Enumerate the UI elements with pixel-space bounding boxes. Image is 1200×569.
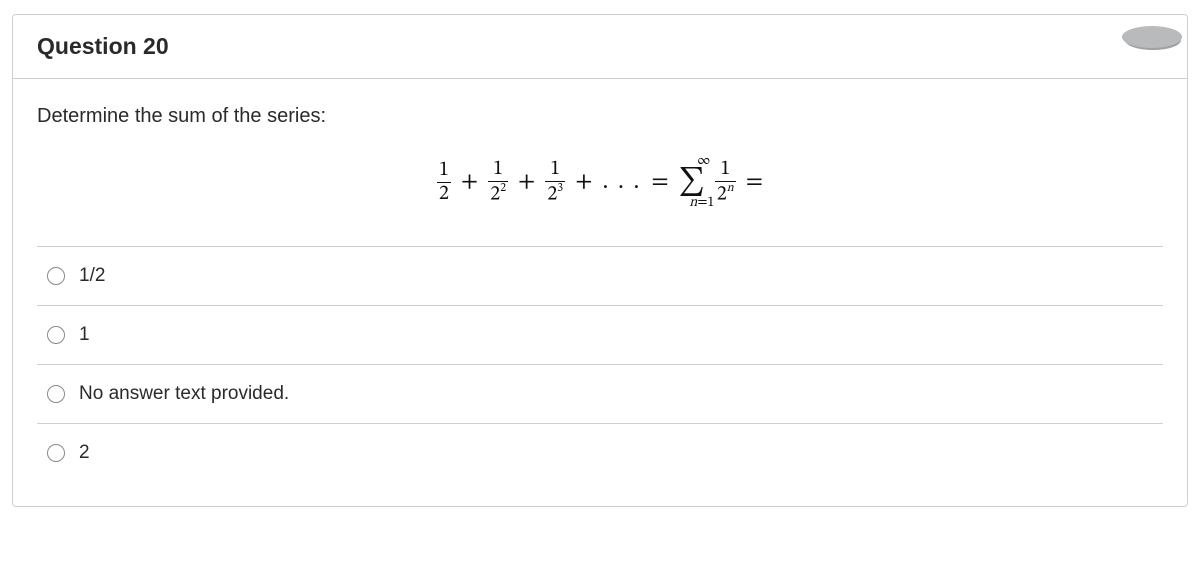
options-list: 1/2 1 No answer text provided. 2 [37, 246, 1163, 482]
radio-icon[interactable] [47, 326, 65, 344]
term-3: 1 23 [545, 159, 565, 206]
question-body: Determine the sum of the series: 1 2 + 1… [13, 79, 1187, 506]
radio-icon[interactable] [47, 385, 65, 403]
radio-icon[interactable] [47, 267, 65, 285]
term-2: 1 22 [488, 159, 508, 206]
option-label: 2 [79, 442, 90, 464]
plus-2: + [518, 170, 535, 194]
equals-2: = [746, 170, 763, 194]
option-label: 1 [79, 324, 90, 346]
plus-1: + [461, 170, 478, 194]
option-label: 1/2 [79, 265, 105, 287]
ellipsis: . . . [602, 170, 641, 194]
option-2[interactable]: 1 [37, 305, 1163, 364]
option-label: No answer text provided. [79, 383, 289, 405]
series-formula: 1 2 + 1 22 + 1 23 + . . . = ∞ ∑ [37, 154, 1163, 232]
question-prompt: Determine the sum of the series: [37, 105, 1163, 128]
rhs-term: 1 2n [715, 159, 736, 206]
question-title: Question 20 [37, 33, 1163, 60]
question-header: Question 20 [13, 15, 1187, 79]
radio-icon[interactable] [47, 444, 65, 462]
plus-3: + [575, 170, 592, 194]
option-1[interactable]: 1/2 [37, 246, 1163, 305]
question-card: Question 20 Determine the sum of the ser… [12, 14, 1188, 507]
term-1: 1 2 [437, 160, 451, 205]
sigma: ∞ ∑ n=1 [679, 154, 705, 210]
equals-1: = [651, 170, 668, 194]
option-3[interactable]: No answer text provided. [37, 364, 1163, 423]
option-4[interactable]: 2 [37, 423, 1163, 482]
redaction-blob [1118, 22, 1186, 54]
